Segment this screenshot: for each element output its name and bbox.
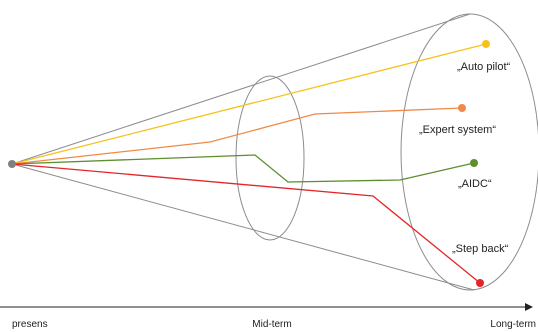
endpoint-aidc — [470, 159, 478, 167]
path-expert-system — [11, 107, 463, 165]
path-step-back — [11, 163, 481, 284]
endpoint-auto-pilot — [482, 40, 490, 48]
label-step-back: „Step back“ — [452, 243, 509, 255]
label-expert-system: „Expert system“ — [419, 124, 496, 136]
endpoint-expert-system — [458, 104, 466, 112]
axis-label-presens: presens — [12, 319, 48, 330]
long-term-ellipse — [400, 13, 538, 291]
mid-term-ellipse — [235, 75, 305, 241]
path-aidc — [11, 154, 475, 183]
axis-label-mid-term: Mid-term — [252, 319, 291, 330]
origin-point — [8, 160, 16, 168]
axis-label-long-term: Long-term — [490, 319, 536, 330]
funnel-bottom-edge — [11, 163, 475, 291]
path-auto-pilot — [11, 43, 487, 165]
endpoint-step-back — [476, 279, 484, 287]
funnel-top-edge — [11, 13, 471, 165]
label-auto-pilot: „Auto pilot“ — [457, 61, 511, 73]
label-aidc: „AIDC“ — [458, 178, 492, 190]
